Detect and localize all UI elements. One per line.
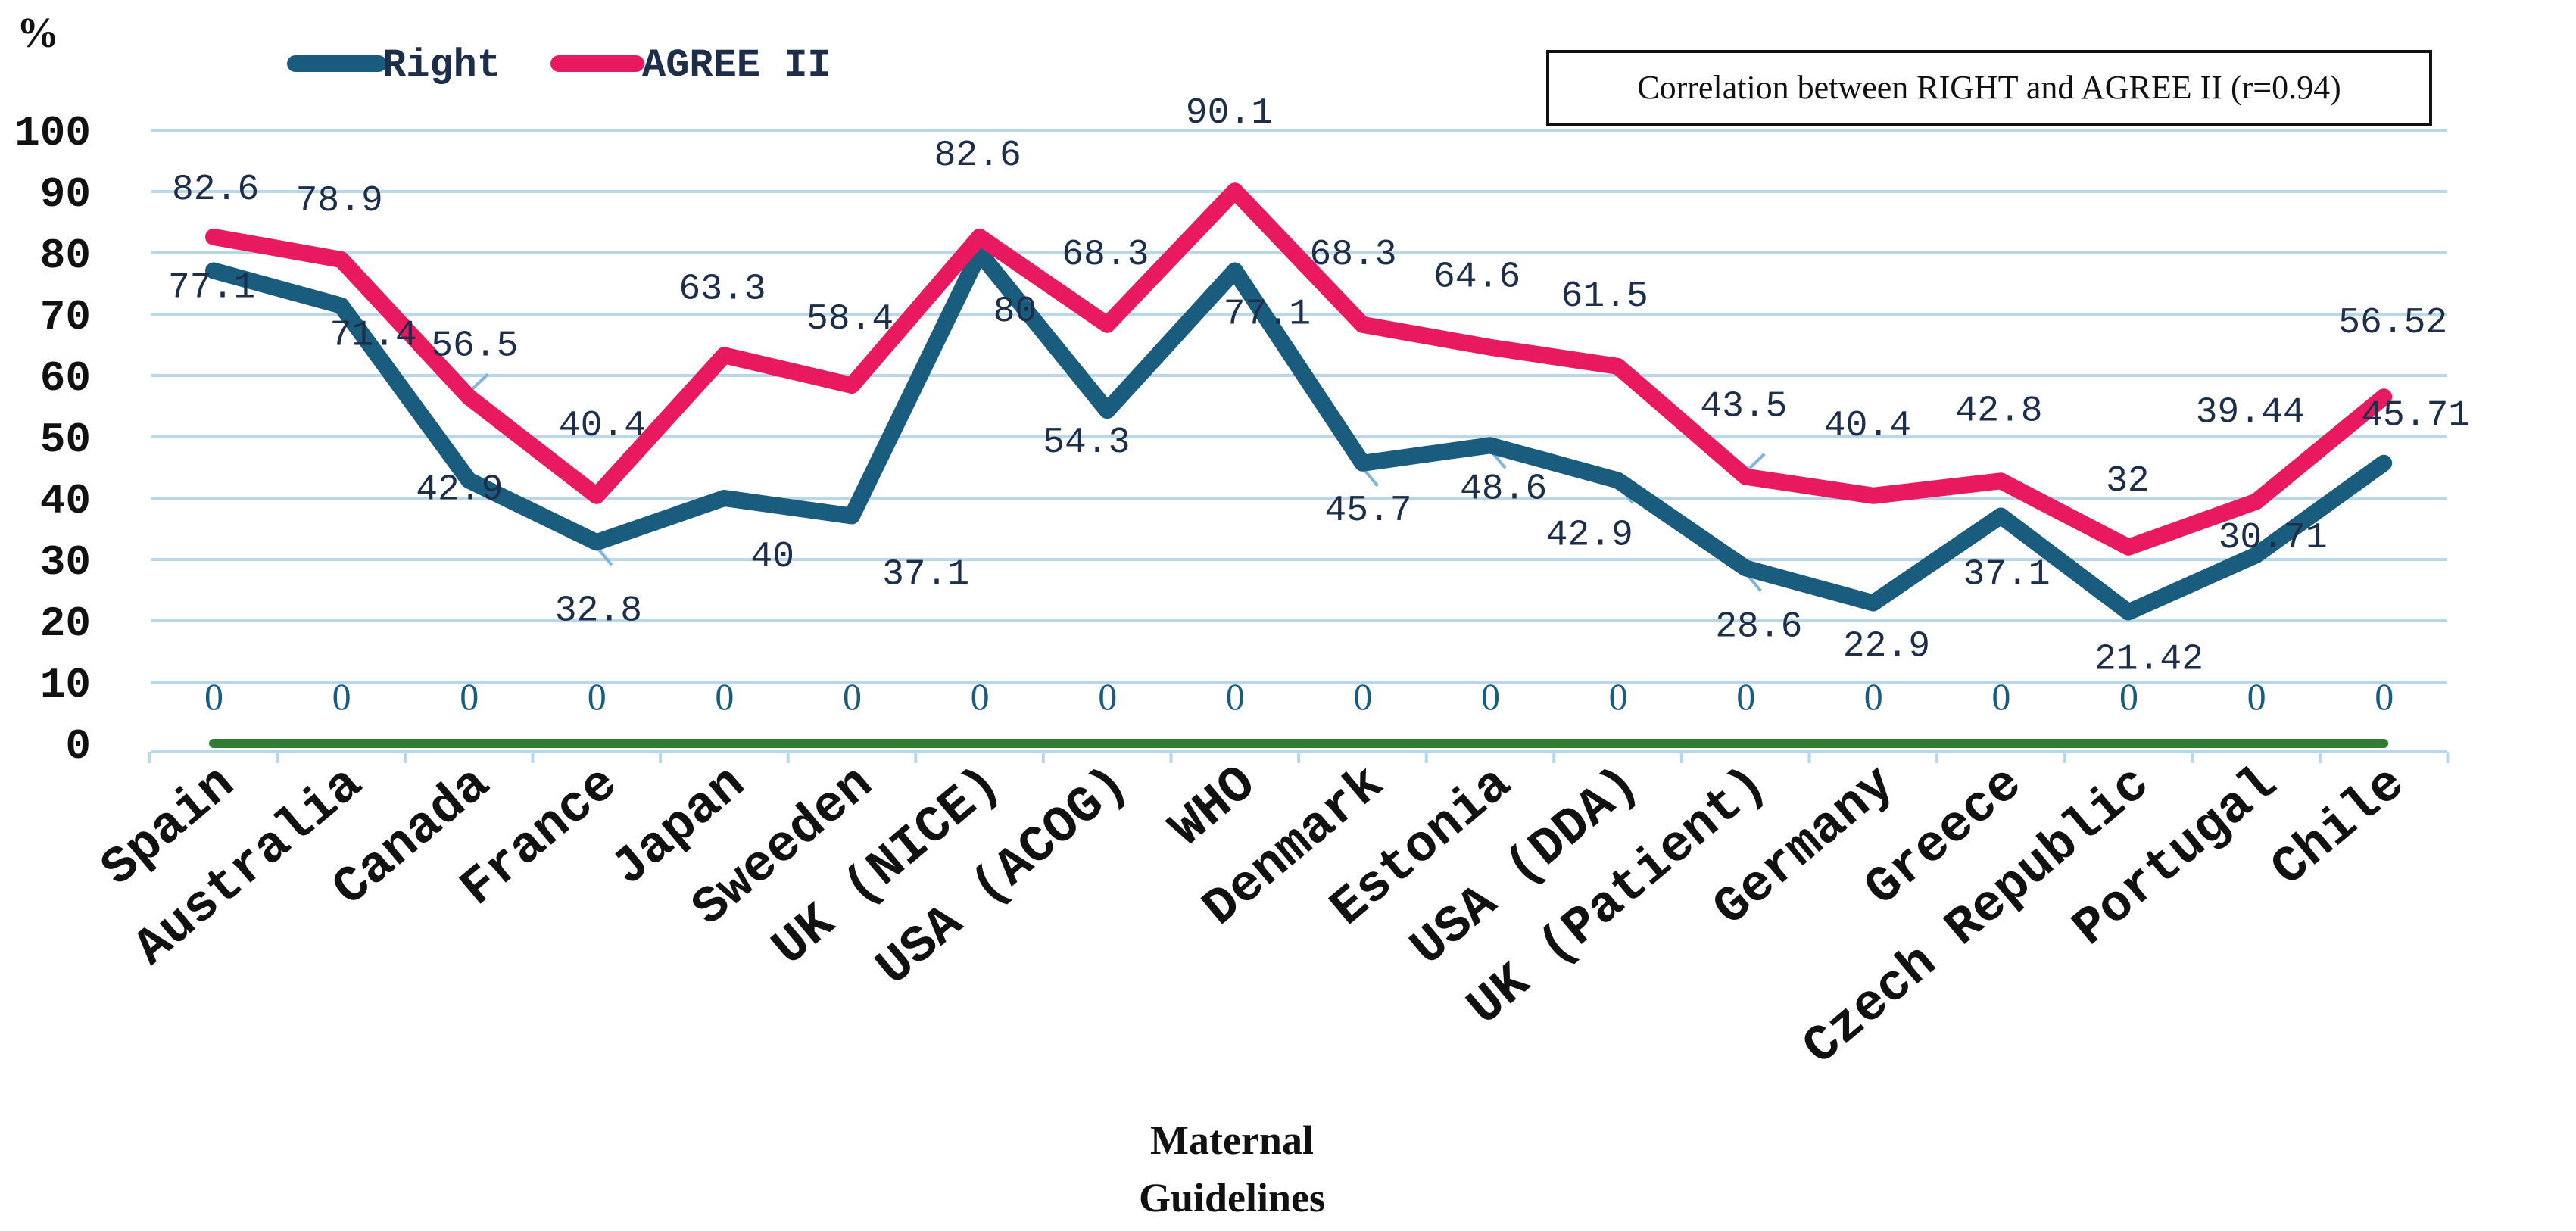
data-label-baseline: 0: [2119, 675, 2138, 718]
data-label-right: 48.6: [1460, 469, 1547, 510]
data-label-agree-ii: 39.44: [2196, 393, 2305, 434]
data-label-baseline: 0: [1481, 675, 1500, 718]
data-label-agree-ii: 78.9: [296, 181, 383, 222]
data-label-right: 42.9: [416, 470, 503, 511]
data-label-right: 22.9: [1843, 627, 1930, 668]
data-label-right: 21.42: [2094, 639, 2203, 680]
y-tick-label: 40: [40, 477, 91, 525]
y-unit-label: %: [17, 10, 59, 57]
data-label-baseline: 0: [1226, 675, 1245, 718]
data-label-agree-ii: 82.6: [934, 136, 1021, 176]
data-label-agree-ii: 43.5: [1700, 387, 1787, 428]
data-label-right: 77.1: [168, 267, 255, 308]
data-label-right: 42.9: [1546, 516, 1633, 556]
x-axis-title-line-1: Maternal: [1150, 1117, 1314, 1163]
correlation-box: [1546, 50, 2432, 126]
data-label-baseline: 0: [971, 675, 990, 718]
data-label-right: 54.3: [1043, 422, 1130, 463]
x-axis-title: Maternal Guidelines: [1139, 1117, 1325, 1220]
correlation-text: Correlation between RIGHT and AGREE II (…: [1637, 69, 2341, 106]
data-label-baseline: 0: [715, 675, 734, 718]
y-axis-ticks: 0 10 20 30 40 50 60 70 80 90 100: [14, 109, 91, 771]
y-tick-label: 80: [40, 232, 91, 280]
y-tick-label: 10: [40, 661, 91, 709]
y-tick-label: 100: [14, 109, 91, 157]
data-label-baseline: 0: [1991, 675, 2010, 718]
data-label-right: 32.8: [555, 591, 642, 631]
data-label-baseline: 0: [1353, 675, 1372, 718]
data-label-agree-ii: 32: [2106, 461, 2150, 502]
data-label-right: 30.71: [2219, 518, 2328, 559]
data-label-baseline: 0: [1864, 675, 1883, 718]
data-label-agree-ii: 63.3: [678, 269, 766, 310]
data-label-baseline: 0: [460, 675, 479, 718]
data-label-right: 37.1: [1963, 554, 2050, 595]
data-label-right: 77.1: [1224, 294, 1311, 335]
data-label-agree-ii: 82.6: [172, 170, 259, 210]
series-line-right: [205, 245, 2393, 621]
legend: Right AGREE II: [287, 43, 831, 88]
data-label-baseline: 0: [588, 675, 607, 718]
data-label-right: 28.6: [1715, 606, 1802, 647]
y-tick-label: 50: [40, 416, 91, 464]
y-tick-label: 60: [40, 354, 91, 403]
legend-label-right: Right: [382, 43, 501, 88]
data-label-right: 71.4: [330, 316, 417, 357]
data-label-baseline: 0: [843, 675, 862, 718]
data-label-right: 37.1: [882, 554, 969, 595]
data-label-right: 40: [750, 537, 794, 578]
data-label-agree-ii: 56.5: [431, 326, 518, 366]
data-label-right: 45.71: [2361, 396, 2470, 437]
data-label-right: 45.7: [1324, 491, 1411, 531]
correlation-annotation: Correlation between RIGHT and AGREE II (…: [1546, 50, 2432, 126]
data-label-agree-ii: 40.4: [1824, 406, 1911, 447]
data-label-agree-ii: 40.4: [559, 406, 646, 447]
y-tick-label: 30: [40, 538, 91, 587]
data-label-baseline: 0: [1609, 675, 1628, 718]
y-tick-label: 70: [40, 293, 91, 341]
data-label-agree-ii: 64.6: [1433, 257, 1520, 298]
data-label-baseline: 0: [332, 675, 351, 718]
data-label-baseline: 0: [2375, 675, 2394, 718]
data-label-agree-ii: 61.5: [1561, 276, 1648, 317]
data-label-agree-ii: 56.52: [2338, 303, 2447, 344]
data-label-agree-ii: 90.1: [1186, 93, 1273, 134]
data-label-baseline: 0: [2247, 675, 2266, 718]
legend-label-agree: AGREE II: [642, 43, 831, 88]
data-label-agree-ii: 68.3: [1309, 235, 1396, 276]
data-labels: 77.1 71.4 42.9 32.8 40 37.1 80 54.3 77.1 45.7 48.6…: [168, 93, 2470, 718]
data-label-baseline: 0: [204, 675, 223, 718]
series-line-agree-ii: [205, 182, 2393, 556]
data-label-baseline: 0: [1098, 675, 1117, 718]
data-label-baseline: 0: [1736, 675, 1755, 718]
x-axis-title-line-2: Guidelines: [1139, 1175, 1325, 1220]
x-tick-label: Chile: [2261, 755, 2417, 899]
data-label-agree-ii: 42.8: [1955, 391, 2042, 432]
y-tick-label: 20: [40, 600, 91, 648]
x-axis: [148, 750, 2450, 763]
series-lines: [205, 182, 2393, 748]
y-tick-label: 0: [65, 722, 91, 771]
y-tick-label: 90: [40, 170, 91, 219]
data-label-right: 80: [993, 291, 1037, 332]
data-label-agree-ii: 58.4: [806, 299, 893, 340]
x-tick-labels: SpainAustraliaCanadaFranceJapanSweedenUK…: [91, 755, 2417, 1077]
data-label-agree-ii: 68.3: [1062, 235, 1149, 276]
